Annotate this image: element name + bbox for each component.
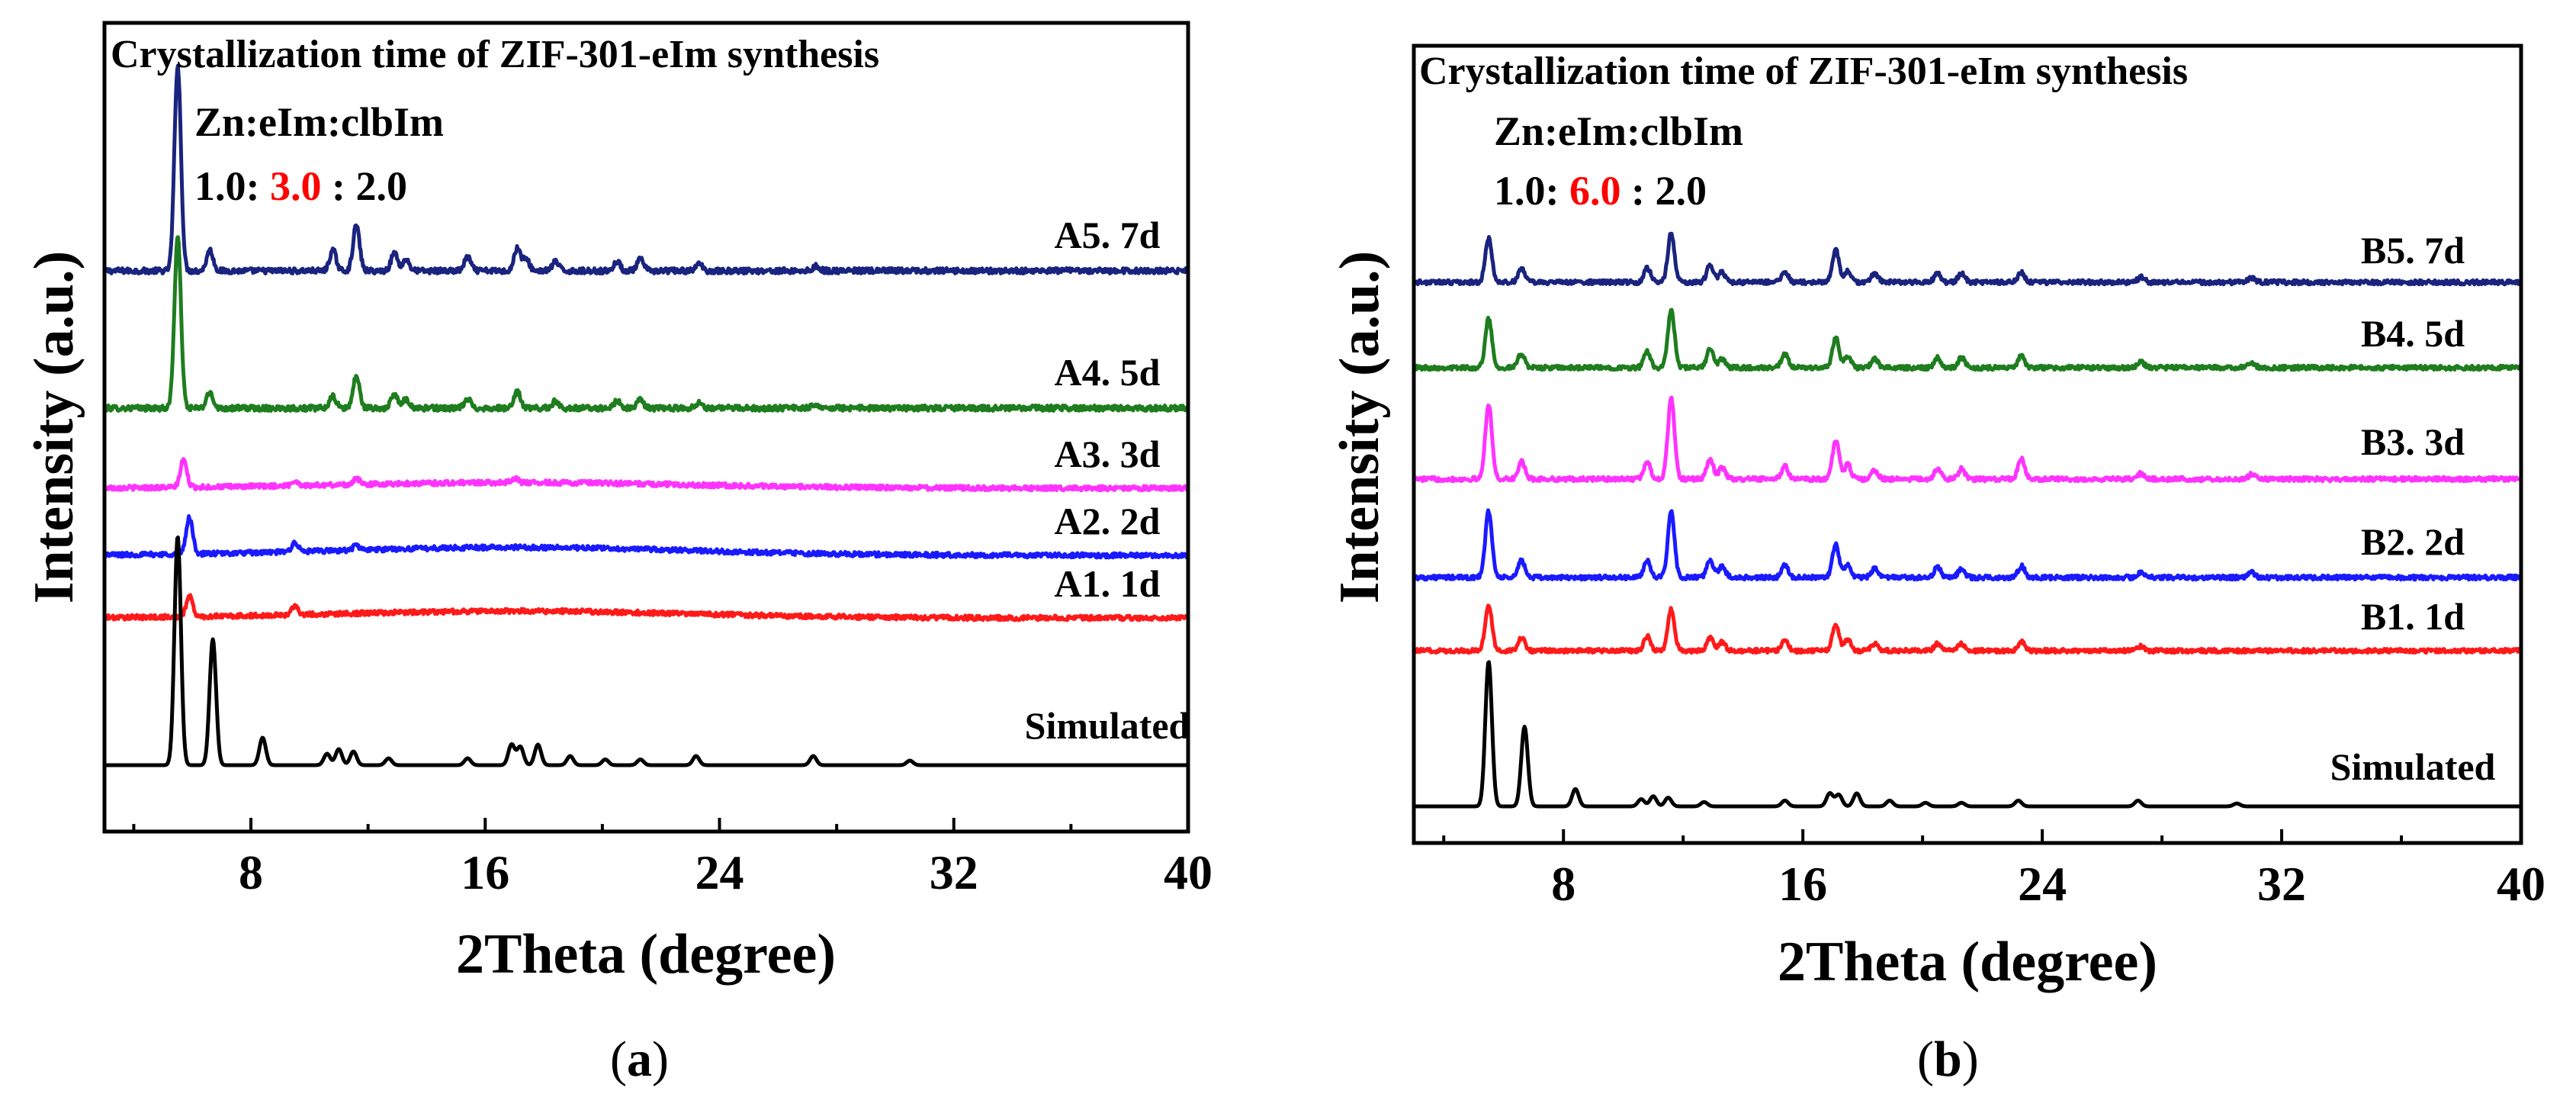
chart-b-caption: (b) [1917,1031,1979,1087]
chart-a-xtick-label: 16 [461,845,509,899]
chart-b-ticks [1442,829,2523,843]
chart-a-title: Crystallization time of ZIF-301-eIm synt… [111,33,879,76]
chart-b-ratio-highlight: 6.0 [1569,168,1621,214]
chart-a-ylabel: Intensity (a.u.) [23,251,85,604]
chart-b-svg: 8 16 24 32 40 B5. 7d B4. 5d B3. 3d B2. 2d B1. 1d… [1328,43,2545,1087]
chart-b-frame [1412,43,2523,845]
chart-a-ratio-prefix: 1.0: [194,163,270,209]
chart-b-traces [1412,231,2523,809]
chart-b-title: Crystallization time of ZIF-301-eIm synt… [1419,50,2188,93]
chart-b-xtick-label: 16 [1778,857,1827,911]
chart-b-series-5-label: Simulated [2330,745,2496,788]
chart-b-series-3-line [1412,508,2523,582]
chart-b-xlabel: 2Theta (degree) [1778,931,2157,993]
chart-a-ratio-highlight: 3.0 [270,163,322,209]
chart-a-ticks [132,818,1190,832]
chart-a-svg: 8 16 24 32 40 A5. 7d A4. 5d A3. 3d A2. 2d A1. 1d… [23,21,1213,1087]
chart-panel-b: 8 16 24 32 40 B5. 7d B4. 5d B3. 3d B2. 2d B1. 1d… [1288,0,2576,1110]
chart-a-ratio-suffix: : 2.0 [321,163,406,209]
chart-b-caption-letter: b [1934,1031,1962,1087]
chart-a-series-0-line [102,63,1190,276]
chart-a-traces [102,63,1190,767]
chart-a-frame [102,21,1190,834]
chart-a-xtick-label: 32 [930,845,978,899]
chart-b-series-5-line [1412,660,2523,809]
chart-b-series-4-line [1412,603,2523,655]
chart-a-series-2-line [103,457,1190,493]
chart-a-series-4-label: A1. 1d [1055,562,1161,605]
chart-b-series-3-label: B2. 2d [2361,520,2465,563]
chart-a-xlabel: 2Theta (degree) [456,923,836,986]
chart-a-series-0-label: A5. 7d [1055,214,1161,256]
chart-a-series-3-label: A2. 2d [1055,500,1161,542]
chart-b-series-1-label: B4. 5d [2361,312,2465,355]
chart-b-series-1-line [1412,307,2523,372]
chart-a-caption-letter: a [627,1031,652,1087]
chart-b-series-2-line [1412,395,2523,484]
chart-a-ratio-label: Zn:eIm:clbIm [194,99,444,145]
chart-b-xtick-label: 24 [2018,857,2067,911]
chart-b-xtick-label: 8 [1551,857,1575,911]
chart-a-xtick-label: 40 [1164,845,1213,899]
chart-a-xtick-label: 8 [239,845,263,899]
chart-b-xtick-label: 32 [2257,857,2306,911]
chart-b-series-0-label: B5. 7d [2361,229,2465,272]
chart-b-ylabel: Intensity (a.u.) [1328,251,1391,604]
chart-a-ratio-values: 1.0: 3.0 : 2.0 [194,163,407,209]
chart-a-series-labels: A5. 7d A4. 5d A3. 3d A2. 2d A1. 1d Simulated [1025,214,1190,747]
chart-b-series-labels: B5. 7d B4. 5d B3. 3d B2. 2d B1. 1d Simulated [2330,229,2496,788]
chart-a-series-1-label: A4. 5d [1055,351,1161,394]
chart-b-series-2-label: B3. 3d [2361,420,2465,463]
chart-b-ratio-suffix: : 2.0 [1620,168,1706,214]
chart-a-ticklabels: 8 16 24 32 40 [239,845,1213,899]
chart-b-ticklabels: 8 16 24 32 40 [1551,857,2545,911]
chart-b-ratio-label: Zn:eIm:clbIm [1494,108,1743,154]
chart-a-series-5-line [103,535,1190,767]
chart-b-xtick-label: 40 [2497,857,2545,911]
chart-a-series-4-line [102,593,1190,623]
chart-b-ratio-prefix: 1.0: [1494,168,1569,214]
chart-a-series-2-label: A3. 3d [1055,433,1161,475]
chart-b-series-0-line [1412,231,2523,287]
chart-a-series-3-line [102,514,1190,560]
chart-b-ratio-values: 1.0: 6.0 : 2.0 [1494,168,1707,214]
chart-a-xtick-label: 24 [695,845,744,899]
chart-a-series-1-line [102,235,1190,413]
chart-b-series-4-label: B1. 1d [2361,595,2465,638]
chart-a-series-5-label: Simulated [1025,704,1190,747]
chart-panel-a: 8 16 24 32 40 A5. 7d A4. 5d A3. 3d A2. 2d A1. 1d… [23,21,1213,1087]
chart-a-caption: (a) [610,1031,669,1087]
